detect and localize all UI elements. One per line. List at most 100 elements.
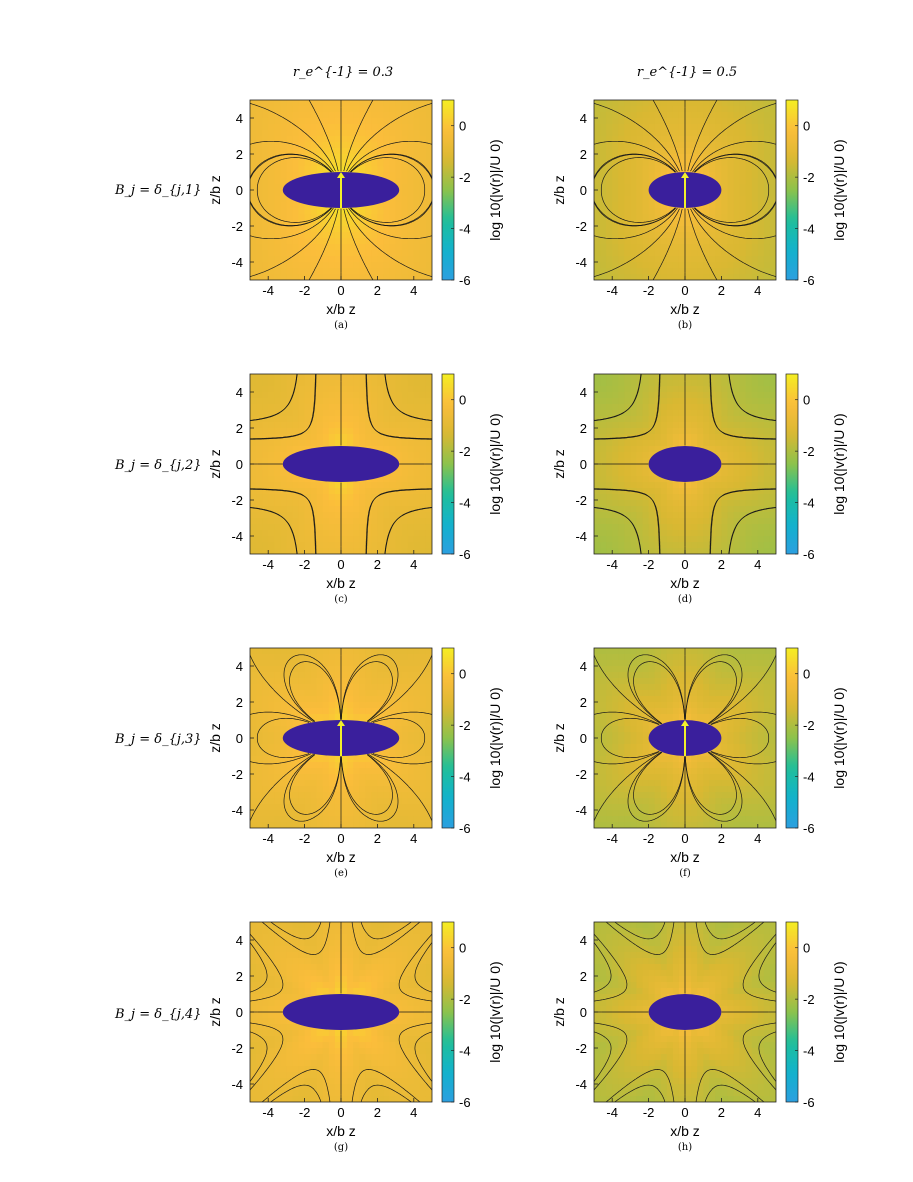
heatmap-cell xyxy=(419,434,427,441)
heatmap-cell xyxy=(286,142,294,149)
heatmap-cell xyxy=(733,428,741,435)
heatmap-cell xyxy=(401,708,409,715)
heatmap-cell xyxy=(425,702,432,709)
heatmap-cell xyxy=(383,262,391,269)
heatmap-cell xyxy=(733,112,741,119)
streamline xyxy=(733,396,776,422)
heatmap-cell xyxy=(310,648,318,655)
heatmap-cell xyxy=(268,214,275,221)
heatmap-cell xyxy=(377,810,385,817)
heatmap-cell xyxy=(322,756,330,763)
heatmap-cell xyxy=(280,810,287,817)
heatmap-cell xyxy=(353,648,360,655)
heatmap-cell xyxy=(715,256,722,263)
heatmap-cell xyxy=(359,130,366,137)
heatmap-cell xyxy=(256,500,263,507)
heatmap-cell xyxy=(606,178,613,185)
heatmap-cell xyxy=(745,482,753,489)
heatmap-cell xyxy=(648,452,656,459)
heatmap-cell xyxy=(371,238,378,245)
heatmap-cell xyxy=(304,786,312,793)
heatmap-cell xyxy=(636,524,644,531)
heatmap-cell xyxy=(256,702,263,709)
heatmap-cell xyxy=(709,404,716,411)
streamline xyxy=(372,717,426,738)
heatmap-cell xyxy=(401,274,409,280)
heatmap-cell xyxy=(365,524,372,531)
heatmap-cell xyxy=(298,268,306,275)
heatmap-cell xyxy=(678,392,686,399)
heatmap-cell xyxy=(769,154,776,161)
heatmap-cell xyxy=(395,488,403,495)
heatmap-cell xyxy=(341,666,348,673)
heatmap-cell xyxy=(334,762,342,769)
heatmap-cell xyxy=(757,214,765,221)
heatmap-cell xyxy=(401,208,409,215)
heatmap-cell xyxy=(334,398,342,405)
heatmap-cell xyxy=(256,542,263,549)
heatmap-cell xyxy=(703,398,710,405)
heatmap-cell xyxy=(256,220,263,227)
heatmap-cell xyxy=(618,440,625,447)
heatmap-cell xyxy=(298,130,306,137)
heatmap-cell xyxy=(618,524,625,531)
heatmap-cell xyxy=(407,184,415,191)
heatmap-cell xyxy=(389,214,397,221)
heatmap-cell xyxy=(383,124,391,131)
heatmap-cell xyxy=(401,256,409,263)
heatmap-cell xyxy=(322,648,330,655)
heatmap-cell xyxy=(763,256,771,263)
heatmap-cell xyxy=(359,226,366,233)
heatmap-cell xyxy=(594,148,601,155)
heatmap-cell xyxy=(715,494,722,501)
heatmap-cell xyxy=(280,220,287,227)
heatmap-cell xyxy=(630,446,638,453)
heatmap-cell xyxy=(304,500,312,507)
heatmap-cell xyxy=(310,774,318,781)
heatmap-cell xyxy=(606,506,613,513)
heatmap-cell xyxy=(757,404,765,411)
heatmap-cell xyxy=(341,142,348,149)
heatmap-cell xyxy=(691,226,698,233)
heatmap-cell xyxy=(334,136,342,143)
heatmap-cell xyxy=(715,112,722,119)
heatmap-cell xyxy=(419,822,427,828)
heatmap-cell xyxy=(280,398,287,405)
heatmap-cell xyxy=(727,428,735,435)
heatmap-cell xyxy=(745,422,753,429)
heatmap-cell xyxy=(413,100,421,107)
heatmap-cell xyxy=(286,148,294,155)
heatmap-cell xyxy=(383,684,391,691)
heatmap-cell xyxy=(262,530,269,537)
heatmap-cell xyxy=(262,262,269,269)
heatmap-cell xyxy=(751,238,759,245)
heatmap-cell xyxy=(256,494,263,501)
heatmap-cell xyxy=(341,214,348,221)
heatmap-cell xyxy=(654,250,662,257)
heatmap-cell xyxy=(612,166,619,173)
heatmap-cell xyxy=(401,398,409,405)
heatmap-cell xyxy=(256,672,263,679)
heatmap-cell xyxy=(298,488,306,495)
heatmap-cell xyxy=(425,226,432,233)
heatmap-cell xyxy=(407,214,415,221)
heatmap-cell xyxy=(383,518,391,525)
heatmap-cell xyxy=(594,160,601,167)
heatmap-cell xyxy=(425,274,432,280)
heatmap-cell xyxy=(268,494,275,501)
heatmap-cell xyxy=(678,208,686,215)
heatmap-cell xyxy=(274,118,281,125)
heatmap-cell xyxy=(298,440,306,447)
heatmap-cell xyxy=(697,488,704,495)
heatmap-cell xyxy=(389,804,397,811)
heatmap-cell xyxy=(636,464,644,471)
heatmap-cell xyxy=(395,392,403,399)
heatmap-cell xyxy=(322,714,330,721)
heatmap-cell xyxy=(347,416,354,423)
heatmap-cell xyxy=(419,130,427,137)
heatmap-cell xyxy=(377,250,385,257)
heatmap-cell xyxy=(678,148,686,155)
heatmap-cell xyxy=(600,666,607,673)
heatmap-cell xyxy=(353,768,360,775)
heatmap-cell xyxy=(630,130,638,137)
